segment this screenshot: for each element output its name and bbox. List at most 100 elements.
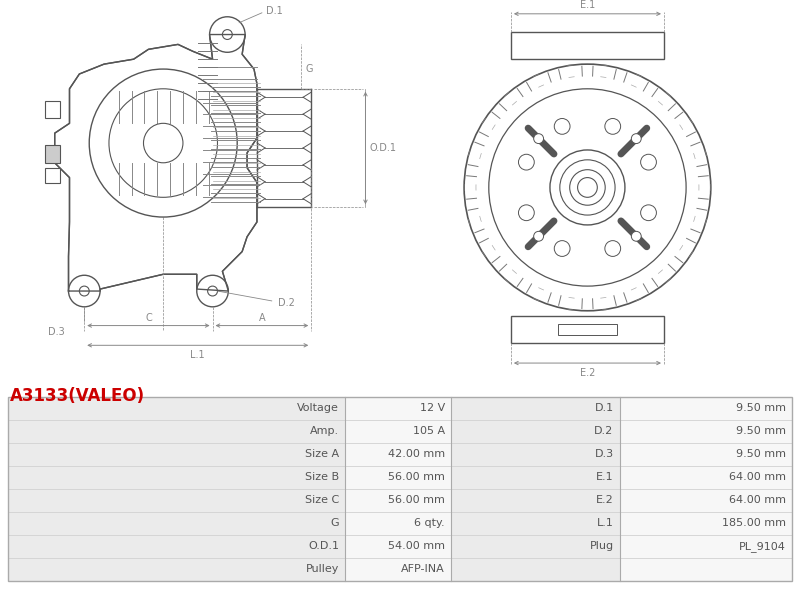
Text: 56.00 mm: 56.00 mm [388, 472, 445, 482]
Bar [8, 397, 345, 420]
Text: 6 qty.: 6 qty. [414, 518, 445, 528]
Polygon shape [54, 35, 257, 291]
Bar [345, 558, 451, 581]
Bar [8, 466, 345, 489]
Bar [451, 535, 619, 558]
Text: D.2: D.2 [278, 298, 295, 308]
Bar [451, 489, 619, 512]
Bar [619, 535, 792, 558]
Text: Plug: Plug [590, 541, 614, 551]
Bar [619, 512, 792, 535]
Bar [619, 443, 792, 466]
Text: PL_9104: PL_9104 [739, 541, 786, 552]
Circle shape [534, 231, 543, 241]
Text: O.D.1: O.D.1 [370, 143, 397, 153]
Bar [451, 466, 619, 489]
Text: L.1: L.1 [190, 350, 205, 360]
Text: D.1: D.1 [266, 6, 283, 16]
Bar [451, 443, 619, 466]
Circle shape [464, 64, 710, 311]
Bar [345, 420, 451, 443]
Circle shape [534, 134, 543, 144]
Bar [45, 145, 60, 163]
Text: 9.50 mm: 9.50 mm [736, 449, 786, 459]
Bar [619, 558, 792, 581]
Text: G: G [306, 64, 313, 74]
Text: Amp.: Amp. [310, 426, 339, 436]
Circle shape [222, 29, 232, 39]
Text: 54.00 mm: 54.00 mm [388, 541, 445, 551]
Circle shape [554, 241, 570, 256]
Text: E.2: E.2 [596, 495, 614, 505]
Circle shape [489, 89, 686, 286]
Text: E.1: E.1 [596, 472, 614, 482]
Bar [345, 535, 451, 558]
Bar [451, 420, 619, 443]
Bar [345, 489, 451, 512]
Circle shape [631, 231, 642, 241]
Text: D.1: D.1 [594, 403, 614, 413]
Bar [8, 489, 345, 512]
Text: A3133(VALEO): A3133(VALEO) [10, 387, 145, 405]
Bar [451, 397, 619, 420]
Circle shape [578, 178, 598, 197]
Circle shape [210, 16, 245, 52]
Bar [451, 512, 619, 535]
Bar [345, 512, 451, 535]
Circle shape [69, 275, 100, 307]
Text: D.2: D.2 [594, 426, 614, 436]
Bar [8, 558, 345, 581]
Bar [8, 535, 345, 558]
Bar [511, 316, 664, 343]
Text: 105 A: 105 A [413, 426, 445, 436]
Text: 9.50 mm: 9.50 mm [736, 426, 786, 436]
Circle shape [79, 286, 90, 296]
Text: E.1: E.1 [580, 0, 595, 10]
Text: C: C [145, 313, 152, 323]
Circle shape [605, 241, 621, 256]
Text: 185.00 mm: 185.00 mm [722, 518, 786, 528]
Bar [558, 323, 617, 336]
Circle shape [109, 89, 218, 197]
Circle shape [560, 160, 615, 215]
Circle shape [570, 170, 606, 205]
Bar [619, 466, 792, 489]
Circle shape [90, 69, 238, 217]
Bar [8, 443, 345, 466]
Text: Pulley: Pulley [306, 564, 339, 574]
Circle shape [208, 286, 218, 296]
Bar [8, 420, 345, 443]
Bar [8, 512, 345, 535]
Circle shape [550, 150, 625, 225]
Text: A: A [258, 313, 265, 323]
Bar [619, 489, 792, 512]
Bar [619, 420, 792, 443]
Bar [451, 558, 619, 581]
Text: Size A: Size A [305, 449, 339, 459]
Circle shape [554, 118, 570, 134]
Text: 12 V: 12 V [420, 403, 445, 413]
Bar [45, 101, 60, 118]
Text: 64.00 mm: 64.00 mm [729, 472, 786, 482]
Text: Size C: Size C [305, 495, 339, 505]
Bar [619, 397, 792, 420]
Text: G: G [330, 518, 339, 528]
Circle shape [197, 275, 228, 307]
Circle shape [143, 123, 183, 163]
Text: 56.00 mm: 56.00 mm [388, 495, 445, 505]
Text: D.3: D.3 [48, 327, 65, 337]
Text: 42.00 mm: 42.00 mm [388, 449, 445, 459]
Bar [8, 397, 792, 581]
Text: Voltage: Voltage [298, 403, 339, 413]
Bar [511, 32, 664, 59]
Text: 64.00 mm: 64.00 mm [729, 495, 786, 505]
Text: E.2: E.2 [580, 368, 595, 378]
Bar [345, 466, 451, 489]
Circle shape [641, 205, 657, 221]
Bar [345, 443, 451, 466]
Circle shape [631, 134, 642, 144]
Text: 9.50 mm: 9.50 mm [736, 403, 786, 413]
Bar [345, 397, 451, 420]
Text: AFP-INA: AFP-INA [402, 564, 445, 574]
Circle shape [605, 118, 621, 134]
